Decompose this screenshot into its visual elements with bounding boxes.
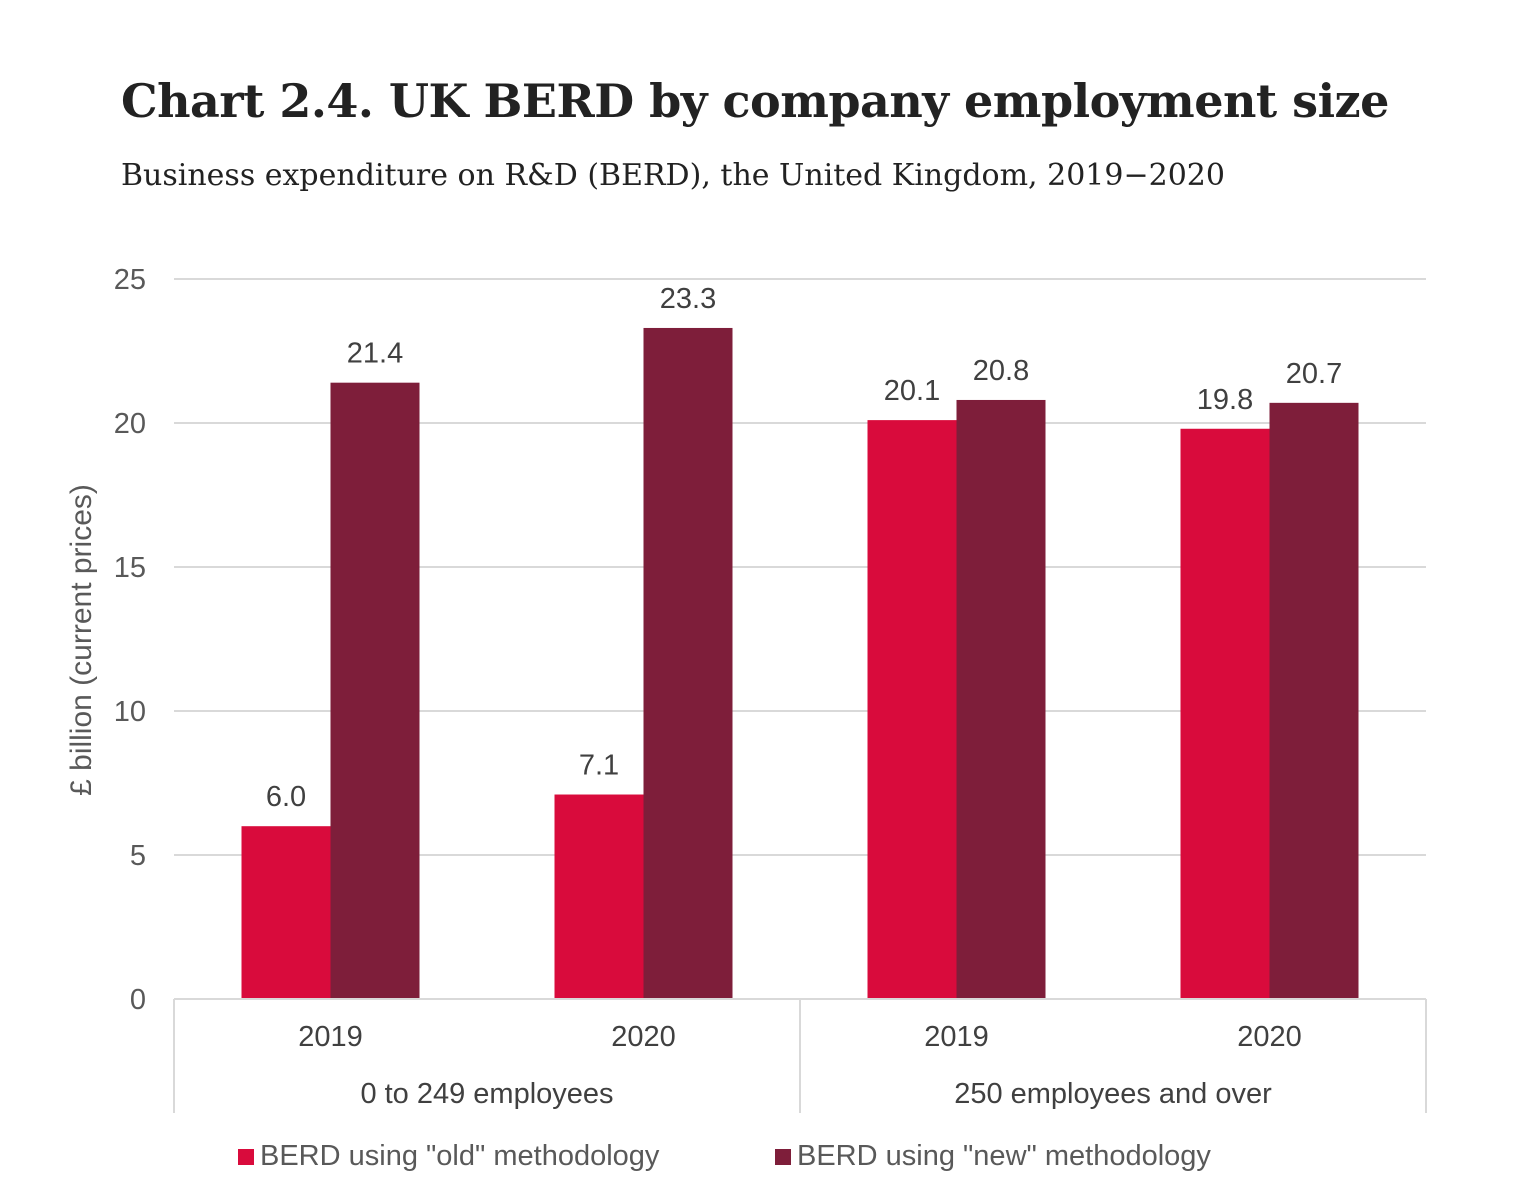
legend-label-new: BERD using "new" methodology xyxy=(797,1140,1211,1172)
bar-old xyxy=(867,420,957,999)
bar-old xyxy=(241,826,331,999)
x-tick-label: 2019 xyxy=(924,1021,989,1053)
y-tick-label: 25 xyxy=(114,264,146,296)
legend-item-old: BERD using "old" methodology xyxy=(238,1140,659,1173)
group-label: 250 employees and over xyxy=(954,1078,1272,1110)
y-axis-label: £ billion (current prices) xyxy=(65,484,98,796)
data-label: 6.0 xyxy=(266,781,306,813)
x-tick-label: 2020 xyxy=(611,1021,676,1053)
data-label: 20.8 xyxy=(973,355,1029,387)
data-label: 19.8 xyxy=(1197,384,1253,416)
bar-new xyxy=(956,399,1046,1000)
y-tick-label: 20 xyxy=(114,408,146,440)
legend-label-old: BERD using "old" methodology xyxy=(260,1140,660,1172)
x-tick-label: 2020 xyxy=(1237,1021,1302,1053)
legend-item-new: BERD using "new" methodology xyxy=(775,1140,1211,1173)
data-label: 21.4 xyxy=(347,338,403,370)
data-label: 20.1 xyxy=(884,375,940,407)
group-label: 0 to 249 employees xyxy=(360,1078,613,1110)
bar-old xyxy=(1180,428,1270,999)
bar-new xyxy=(643,327,733,1000)
bar-new xyxy=(330,382,420,999)
y-tick-label: 0 xyxy=(130,984,146,1016)
y-tick-label: 15 xyxy=(114,552,146,584)
legend-swatch-new xyxy=(775,1148,791,1165)
data-label: 20.7 xyxy=(1286,358,1342,390)
bar-new xyxy=(1269,402,1359,1000)
data-label: 7.1 xyxy=(579,750,619,782)
chart-title: Chart 2.4. UK BERD by company employment… xyxy=(121,74,1389,128)
y-tick-label: 5 xyxy=(130,840,146,872)
legend-swatch-old xyxy=(238,1148,254,1165)
y-tick-label: 10 xyxy=(114,696,146,728)
chart-subtitle: Business expenditure on R&D (BERD), the … xyxy=(121,158,1225,193)
data-label: 23.3 xyxy=(660,283,716,315)
bar-old xyxy=(554,794,644,999)
x-tick-label: 2019 xyxy=(298,1021,363,1053)
